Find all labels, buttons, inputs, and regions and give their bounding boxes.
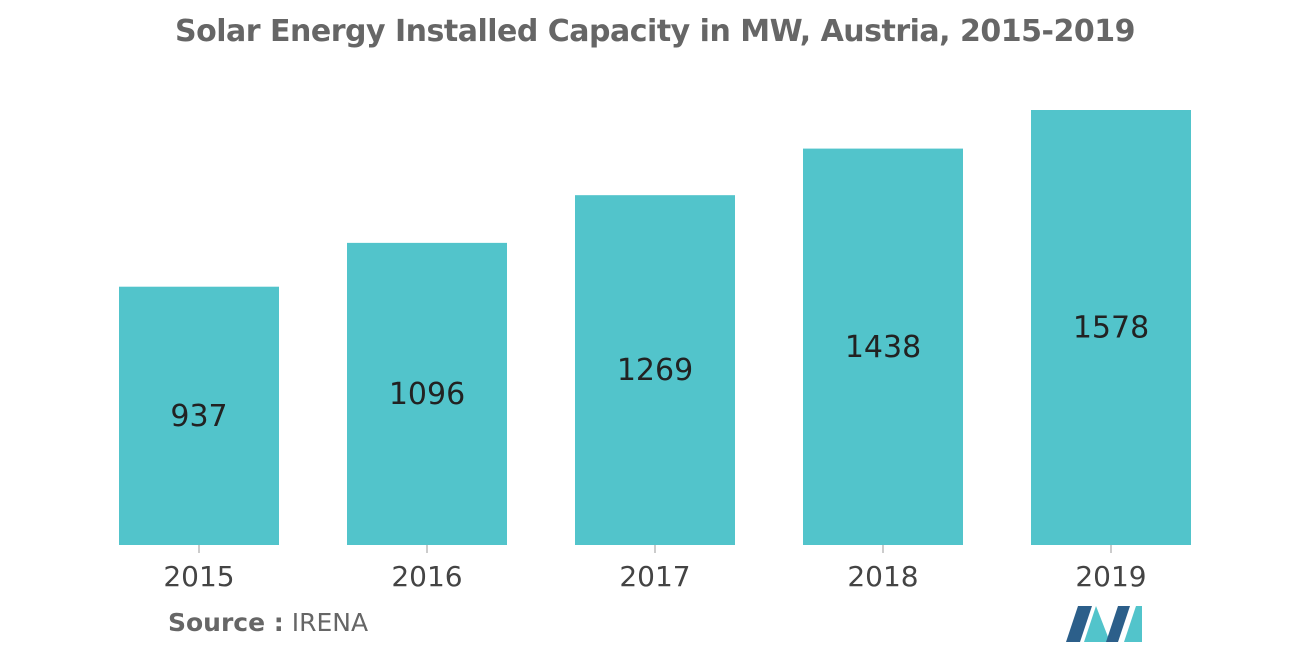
- bar-2018: [803, 148, 963, 546]
- mordor-logo-icon: [1066, 606, 1142, 642]
- data-label-2017: 1269: [617, 353, 693, 388]
- data-label-2018: 1438: [845, 330, 921, 365]
- x-tick-label-2016: 2016: [391, 560, 462, 593]
- source-note: Source : IRENA: [168, 608, 368, 637]
- x-tick-label-2019: 2019: [1075, 560, 1146, 593]
- source-value: IRENA: [291, 608, 369, 637]
- bar-chart: 937 2015 1096 2016 1269 2017 1438 2018 1578 2019: [119, 110, 1191, 593]
- bar-2017: [575, 195, 735, 545]
- data-label-2019: 1578: [1073, 311, 1149, 346]
- data-label-2016: 1096: [389, 377, 465, 412]
- x-tick-label-2017: 2017: [619, 560, 690, 593]
- x-tick-label-2018: 2018: [847, 560, 918, 593]
- bar-2016: [347, 242, 507, 545]
- source-label: Source :: [168, 608, 284, 637]
- bar-2019: [1031, 110, 1191, 545]
- data-label-2015: 937: [170, 399, 227, 434]
- bar-2015: [119, 286, 279, 545]
- x-tick-label-2015: 2015: [163, 560, 234, 593]
- chart-title: Solar Energy Installed Capacity in MW, A…: [175, 14, 1135, 49]
